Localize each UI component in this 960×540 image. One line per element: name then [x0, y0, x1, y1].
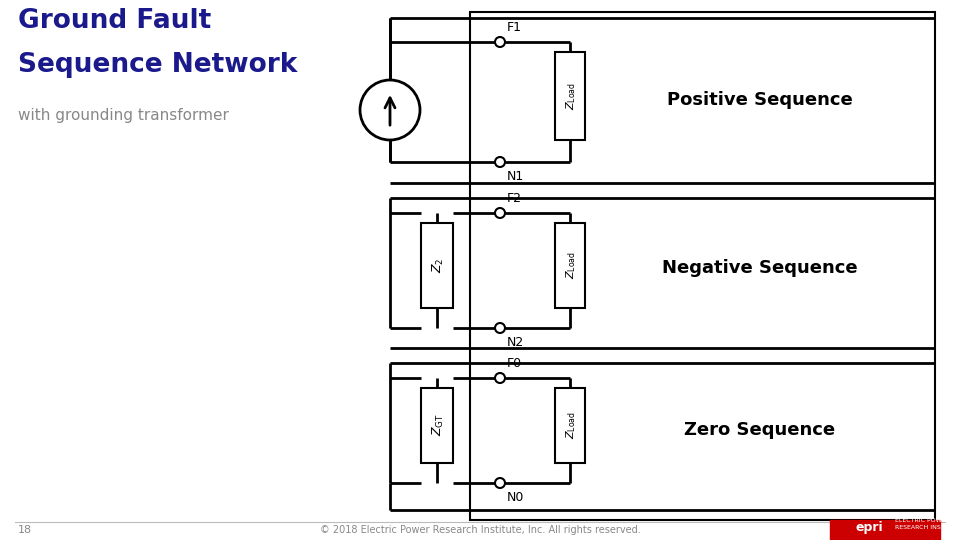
Text: N2: N2 — [507, 336, 524, 349]
Circle shape — [495, 157, 505, 167]
Bar — [555, 223, 585, 308]
Text: 18: 18 — [18, 525, 32, 535]
Text: © 2018 Electric Power Research Institute, Inc. All rights reserved.: © 2018 Electric Power Research Institute… — [320, 525, 640, 535]
Text: $Z_2$: $Z_2$ — [430, 257, 445, 273]
Text: Sequence Network: Sequence Network — [18, 52, 298, 78]
Bar — [555, 388, 585, 463]
Text: F0: F0 — [507, 357, 522, 370]
Text: F2: F2 — [507, 192, 522, 205]
Text: Negative Sequence: Negative Sequence — [662, 259, 858, 277]
Text: Zero Sequence: Zero Sequence — [684, 421, 835, 439]
Text: $Z_{\mathregular{Load}}$: $Z_{\mathregular{Load}}$ — [564, 251, 578, 279]
Circle shape — [360, 80, 420, 140]
Text: Ground Fault: Ground Fault — [18, 8, 211, 34]
Text: N1: N1 — [507, 170, 524, 183]
Text: $Z_{\mathregular{Load}}$: $Z_{\mathregular{Load}}$ — [564, 411, 578, 439]
Bar — [555, 52, 585, 140]
Bar — [470, 12, 935, 520]
Circle shape — [495, 37, 505, 47]
Text: $Z_{\mathregular{Load}}$: $Z_{\mathregular{Load}}$ — [564, 82, 578, 110]
Circle shape — [495, 208, 505, 218]
Text: $Z_{\mathregular{GT}}$: $Z_{\mathregular{GT}}$ — [430, 414, 445, 436]
Bar — [421, 388, 453, 463]
Circle shape — [495, 373, 505, 383]
Text: ELECTRIC POWER
RESEARCH INSTITUTE: ELECTRIC POWER RESEARCH INSTITUTE — [895, 518, 960, 530]
Circle shape — [495, 323, 505, 333]
Text: with grounding transformer: with grounding transformer — [18, 108, 228, 123]
Text: F1: F1 — [507, 21, 522, 34]
Bar — [421, 223, 453, 308]
Bar — [830, 520, 940, 540]
Text: N0: N0 — [507, 491, 524, 504]
Text: epri: epri — [855, 522, 882, 535]
Text: Positive Sequence: Positive Sequence — [667, 91, 852, 109]
Circle shape — [495, 478, 505, 488]
